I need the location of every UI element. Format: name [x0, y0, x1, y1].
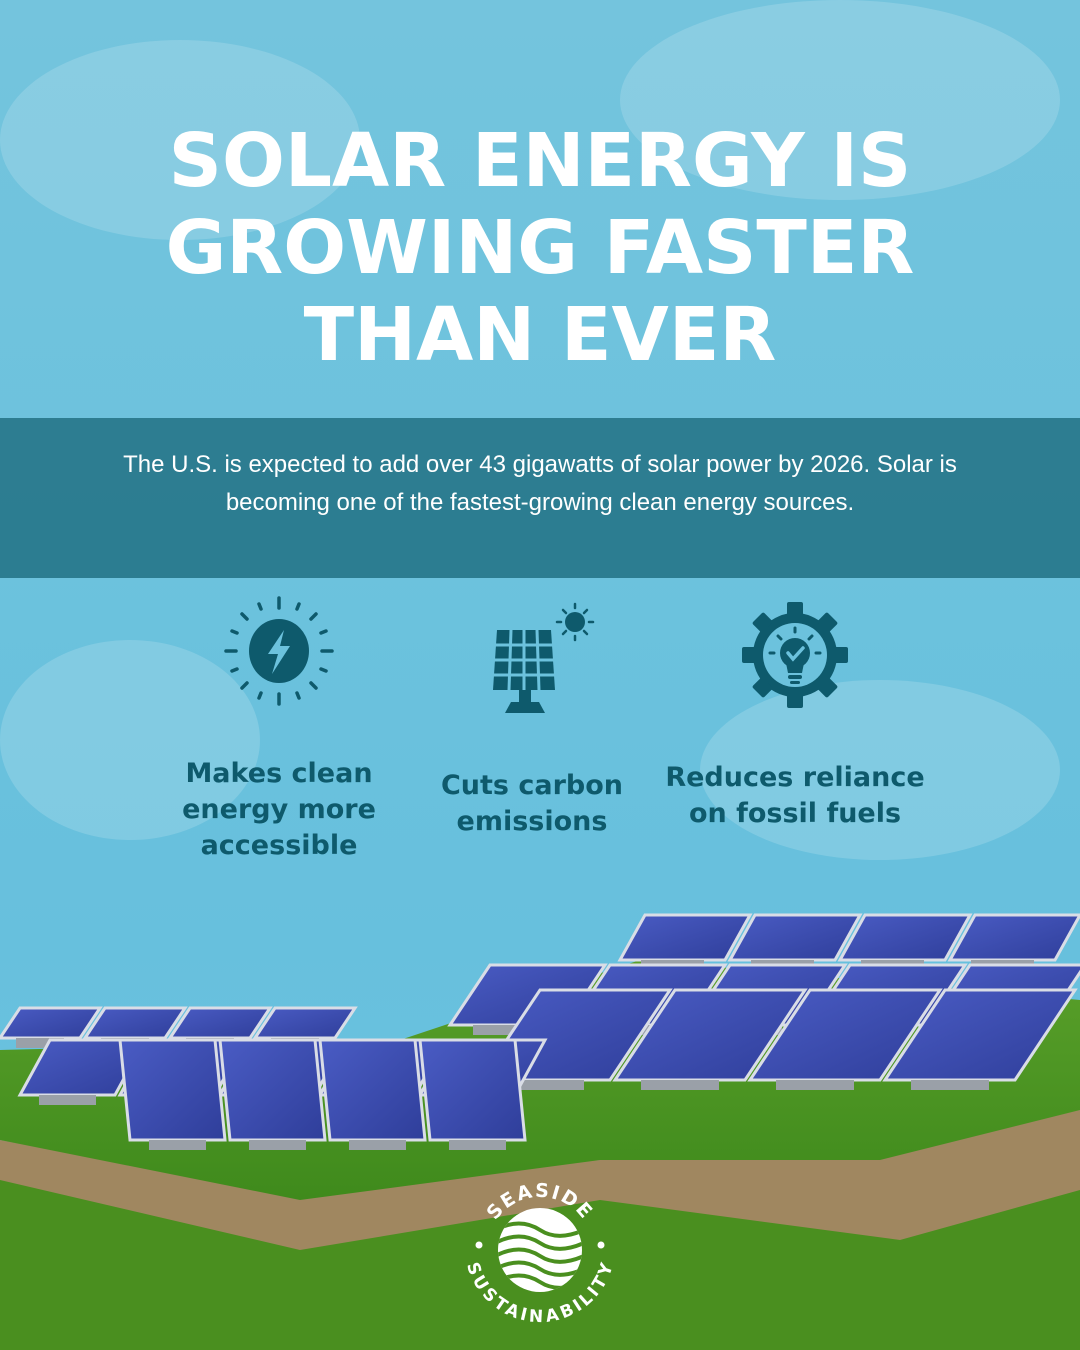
solar-panel [617, 913, 753, 962]
title-line: SOLAR ENERGY IS [168, 118, 912, 204]
feature-fossil: Reduces reliance on fossil fuels [665, 600, 925, 832]
solar-panel [167, 1006, 273, 1040]
solar-panel [0, 1006, 103, 1040]
panel-stand [349, 1140, 406, 1150]
cloud [700, 680, 1060, 860]
panel-stand [776, 1080, 854, 1090]
panel-stand [449, 1140, 506, 1150]
gear-lightbulb-check-icon [742, 602, 848, 708]
cloud [0, 640, 260, 840]
panel-stand [473, 1025, 542, 1035]
panel-stand [16, 1038, 64, 1048]
title-line: THAN EVER [303, 292, 777, 378]
solar-panel [17, 1038, 148, 1097]
solar-panel [837, 913, 973, 962]
solar-panel [318, 1038, 427, 1142]
panel-stand [641, 1080, 719, 1090]
solar-panel [82, 1006, 188, 1040]
solar-panel [612, 988, 808, 1082]
panel-stand [249, 1140, 306, 1150]
feature-carbon: Cuts carbon emissions [402, 600, 662, 840]
seaside-sustainability-logo: SEASIDE SUSTAINABILITY [465, 1180, 615, 1325]
panel-stand [149, 1140, 206, 1150]
solar-panel [727, 913, 863, 962]
cloud [0, 40, 360, 240]
solar-farm-illustration [0, 913, 1080, 1350]
intro-text: The U.S. is expected to add over 43 giga… [123, 451, 957, 516]
panel-stand [911, 1080, 989, 1090]
title-line: GROWING FASTER [165, 205, 915, 291]
panel-stand [39, 1095, 96, 1105]
feature-accessible: Makes clean energy more accessible [149, 596, 409, 864]
lightning-sun-icon [224, 596, 334, 706]
solar-panel [252, 1006, 358, 1040]
cloud [620, 0, 1060, 200]
solar-panel [418, 1038, 527, 1142]
page-title: SOLAR ENERGY IS GROWING FASTER THAN EVER [0, 118, 1080, 379]
intro-band: The U.S. is expected to add over 43 giga… [0, 418, 1080, 578]
solar-panel [947, 913, 1080, 962]
solar-panel [747, 988, 943, 1082]
panel-stand [506, 1080, 584, 1090]
solar-panel [882, 988, 1078, 1082]
solar-panel-sun-icon [493, 602, 595, 713]
solar-panel [218, 1038, 327, 1142]
feature-label: Makes clean energy more accessible [182, 758, 376, 861]
feature-label: Reduces reliance on fossil fuels [665, 762, 925, 829]
solar-panels [0, 913, 1080, 1150]
feature-label: Cuts carbon emissions [440, 770, 624, 837]
solar-panel [118, 1038, 227, 1142]
